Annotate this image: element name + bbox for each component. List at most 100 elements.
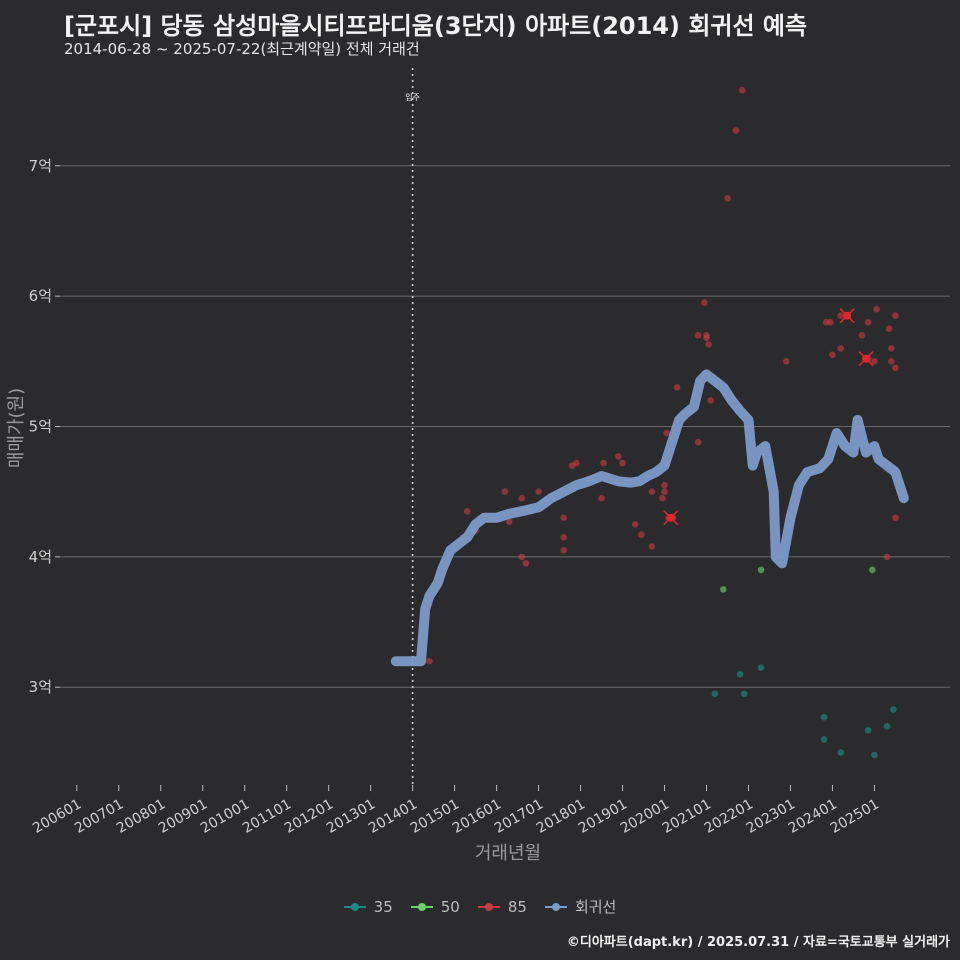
- point-85: [827, 318, 834, 326]
- point-85: [892, 514, 899, 522]
- legend-swatch: [343, 900, 366, 914]
- y-tick-label: 4억: [29, 548, 52, 566]
- point-85: [560, 534, 568, 541]
- axes: 3억4억5억6억7억200601200701200801200901201001…: [6, 157, 882, 864]
- gridlines: [60, 165, 950, 688]
- point-85: [694, 438, 702, 446]
- point-85: [598, 494, 605, 502]
- legend-swatch: [410, 900, 433, 914]
- point-35: [837, 749, 845, 756]
- point-85: [661, 481, 668, 489]
- legend-item-회귀선: 회귀선: [544, 896, 617, 917]
- legend-swatch: [477, 900, 500, 914]
- point-35: [820, 713, 828, 721]
- point-85: [619, 459, 626, 467]
- point-85: [892, 364, 899, 372]
- point-85: [871, 358, 878, 365]
- point-85: [638, 531, 645, 539]
- point-85: [724, 195, 731, 202]
- point-85: [518, 494, 526, 502]
- point-85: [560, 547, 568, 554]
- source-credit: ©디아파트(dapt.kr) / 2025.07.31 / 자료=국토교통부 실…: [566, 935, 950, 950]
- point-85: [837, 312, 845, 319]
- point-50: [757, 566, 765, 574]
- point-85: [732, 127, 740, 134]
- point-85: [837, 344, 845, 352]
- point-35: [736, 670, 744, 678]
- point-85: [738, 86, 746, 94]
- y-tick-label: 7억: [29, 157, 52, 175]
- point-35: [740, 690, 748, 698]
- point-85: [705, 341, 712, 348]
- point-35: [820, 736, 828, 743]
- point-85: [858, 331, 866, 339]
- data-points: [426, 86, 899, 759]
- point-35: [871, 751, 878, 759]
- point-85: [648, 543, 656, 550]
- point-35: [711, 690, 719, 698]
- chart-subtitle: 2014-06-28 ~ 2025-07-22(최근계약일) 전체 거래건: [64, 40, 420, 58]
- y-tick-label: 5억: [29, 418, 52, 436]
- point-85: [694, 331, 702, 339]
- legend-label: 50: [440, 897, 460, 916]
- legend-label: 회귀선: [574, 898, 617, 916]
- point-85: [885, 325, 893, 333]
- point-85: [887, 358, 895, 365]
- point-85: [883, 553, 891, 561]
- point-85: [463, 507, 471, 515]
- move-in-label: 입주: [405, 93, 420, 102]
- point-85: [600, 459, 607, 467]
- legend-label: 35: [373, 897, 393, 916]
- point-85: [560, 514, 568, 522]
- point-85: [673, 384, 681, 391]
- regression-line: [390, 369, 909, 667]
- chart-title: [군포시] 당동 삼성마을시티프라디움(3단지) 아파트(2014) 회귀선 예…: [64, 12, 808, 40]
- point-85: [648, 488, 656, 495]
- legend: 35 50 85 회귀선: [0, 896, 960, 917]
- point-35: [883, 723, 891, 730]
- point-50: [869, 566, 876, 574]
- point-85: [782, 358, 790, 365]
- point-85: [615, 453, 622, 460]
- point-85: [892, 312, 899, 319]
- highlight-cross: [839, 308, 855, 324]
- point-85: [501, 488, 509, 495]
- x-axis-title: 거래년월: [475, 843, 541, 864]
- point-85: [887, 344, 895, 352]
- point-85: [663, 429, 670, 437]
- legend-swatch: [544, 900, 567, 914]
- point-85: [829, 351, 836, 359]
- point-85: [864, 318, 872, 326]
- point-85: [426, 657, 433, 665]
- point-85: [522, 560, 530, 567]
- point-85: [701, 299, 708, 306]
- x-tick-label: 202501: [828, 796, 882, 837]
- point-85: [707, 397, 715, 404]
- point-85: [659, 494, 666, 502]
- point-50: [720, 586, 727, 593]
- highlight-cross: [663, 510, 679, 526]
- regression-layer: [390, 369, 909, 667]
- point-85: [703, 334, 710, 342]
- point-85: [505, 518, 513, 525]
- highlight-cross: [858, 351, 874, 367]
- annotation-layer: 입주: [405, 68, 420, 785]
- point-35: [864, 726, 872, 734]
- point-85: [631, 520, 639, 528]
- legend-item-35: 35: [343, 896, 393, 917]
- y-tick-label: 6억: [29, 287, 52, 305]
- y-tick-label: 3억: [29, 678, 52, 696]
- legend-item-85: 85: [477, 896, 527, 917]
- highlight-markers: [663, 308, 874, 526]
- point-85: [661, 488, 668, 495]
- legend-label: 85: [507, 897, 527, 916]
- point-85: [535, 488, 542, 495]
- point-85: [873, 305, 880, 313]
- y-axis-title: 매매가(원): [6, 388, 27, 468]
- point-85: [518, 553, 526, 561]
- point-35: [890, 706, 897, 713]
- legend-item-50: 50: [410, 896, 460, 917]
- point-85: [573, 459, 580, 467]
- point-35: [757, 664, 765, 671]
